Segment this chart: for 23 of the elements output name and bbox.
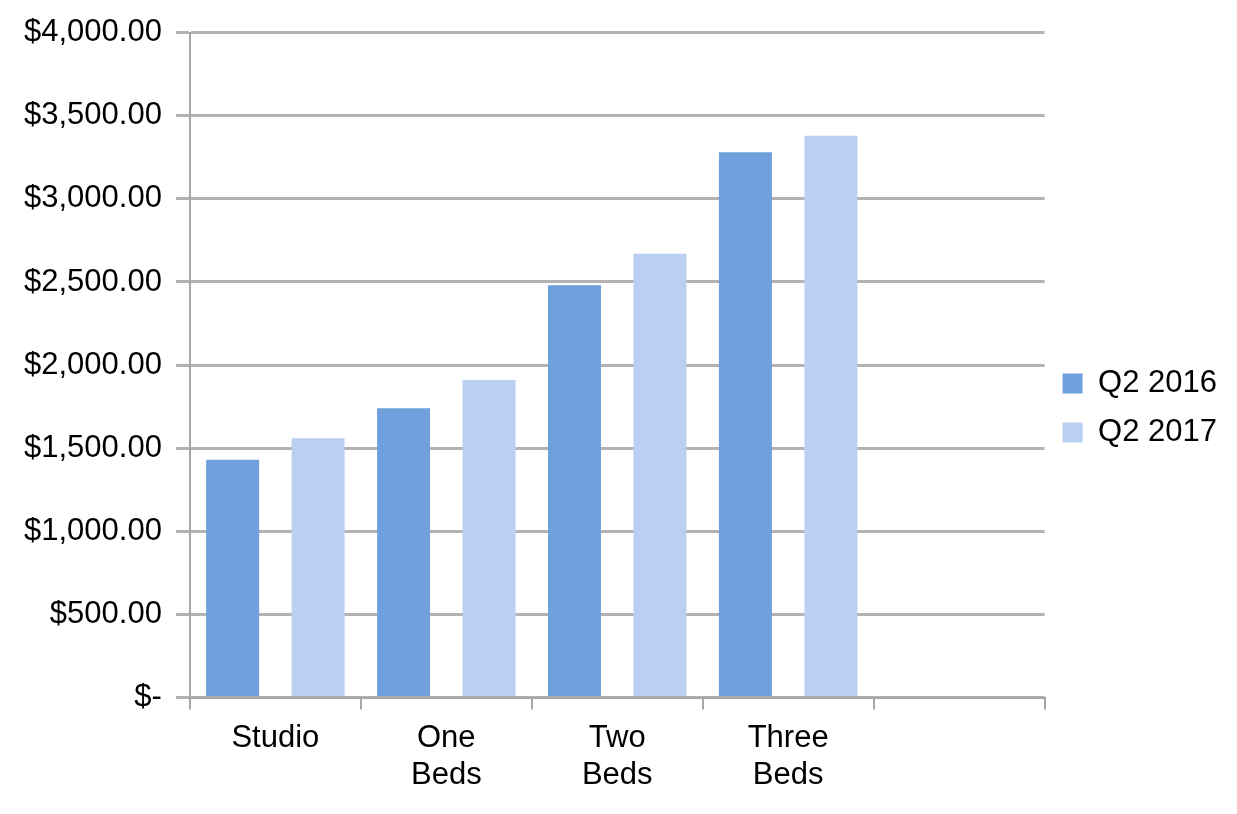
y-tick-label: $3,500.00 bbox=[23, 96, 162, 132]
bar bbox=[291, 438, 345, 697]
legend-label: Q2 2017 bbox=[1098, 413, 1218, 449]
y-tick-label: $1,000.00 bbox=[23, 511, 162, 547]
x-tick-label: One Beds bbox=[410, 718, 482, 791]
y-tick-label: $- bbox=[134, 678, 162, 714]
legend-label: Q2 2016 bbox=[1098, 364, 1218, 400]
y-tick-label: $1,500.00 bbox=[23, 428, 162, 464]
x-tick-label: Three Beds bbox=[747, 718, 829, 791]
bar bbox=[548, 285, 601, 697]
y-tick-label: $500.00 bbox=[49, 595, 162, 631]
y-tick-label: $3,000.00 bbox=[23, 179, 162, 215]
bar bbox=[633, 253, 687, 697]
y-tick-label: $2,000.00 bbox=[23, 345, 162, 381]
x-tick-label: Two Beds bbox=[581, 718, 653, 791]
y-tick-label: $4,000.00 bbox=[23, 13, 162, 49]
bar bbox=[206, 459, 260, 697]
bar bbox=[718, 152, 772, 697]
bar bbox=[377, 408, 431, 697]
y-tick-label: $2,500.00 bbox=[23, 262, 162, 298]
x-tick-label: Studio bbox=[231, 718, 320, 754]
bar bbox=[804, 135, 858, 697]
bar bbox=[462, 380, 516, 697]
